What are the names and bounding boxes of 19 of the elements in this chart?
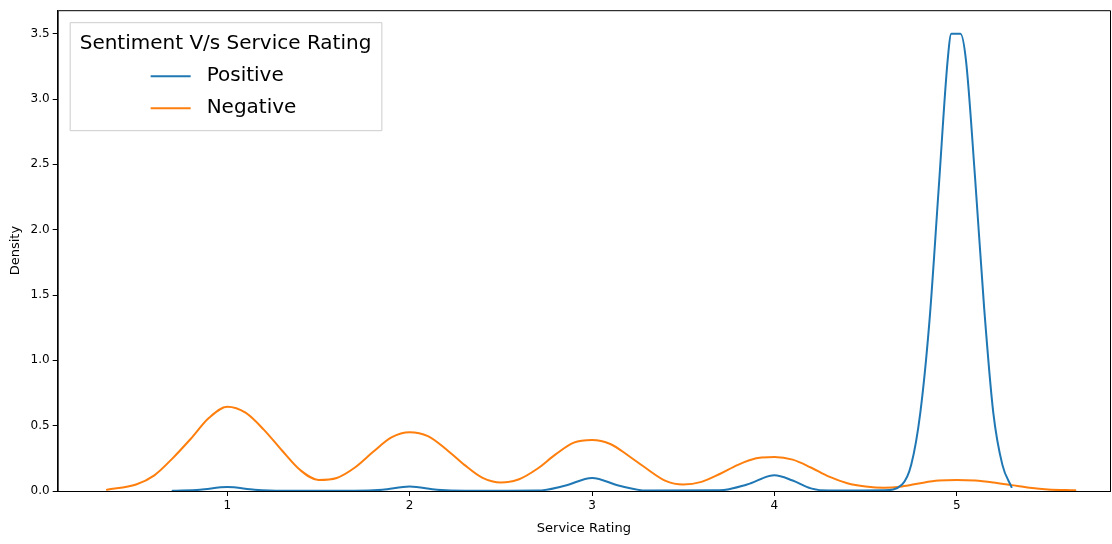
legend-title: Sentiment V/s Service Rating: [79, 30, 372, 55]
x-tick-label: 4: [770, 498, 779, 513]
x-axis-title: Service Rating: [536, 519, 631, 535]
y-tick-label: 0.0: [30, 483, 50, 498]
y-tick-label: 1.5: [30, 287, 50, 302]
y-tick-label: 2.5: [30, 156, 50, 171]
y-tick-label: 3.5: [30, 25, 50, 40]
y-axis-title: Density: [7, 225, 23, 276]
x-tick-label: 2: [405, 498, 414, 513]
y-tick-label: 2.0: [30, 221, 50, 236]
legend-label: Positive: [206, 62, 284, 87]
line-series: [105, 405, 1077, 491]
x-tick-label: 1: [223, 498, 232, 513]
y-tick-label: 3.0: [30, 91, 50, 106]
x-tick-label: 3: [588, 498, 596, 513]
x-tick-label: 5: [952, 498, 961, 513]
y-tick-label: 1.0: [30, 352, 50, 367]
y-tick-label: 0.5: [30, 417, 50, 432]
legend-label: Negative: [206, 94, 297, 119]
